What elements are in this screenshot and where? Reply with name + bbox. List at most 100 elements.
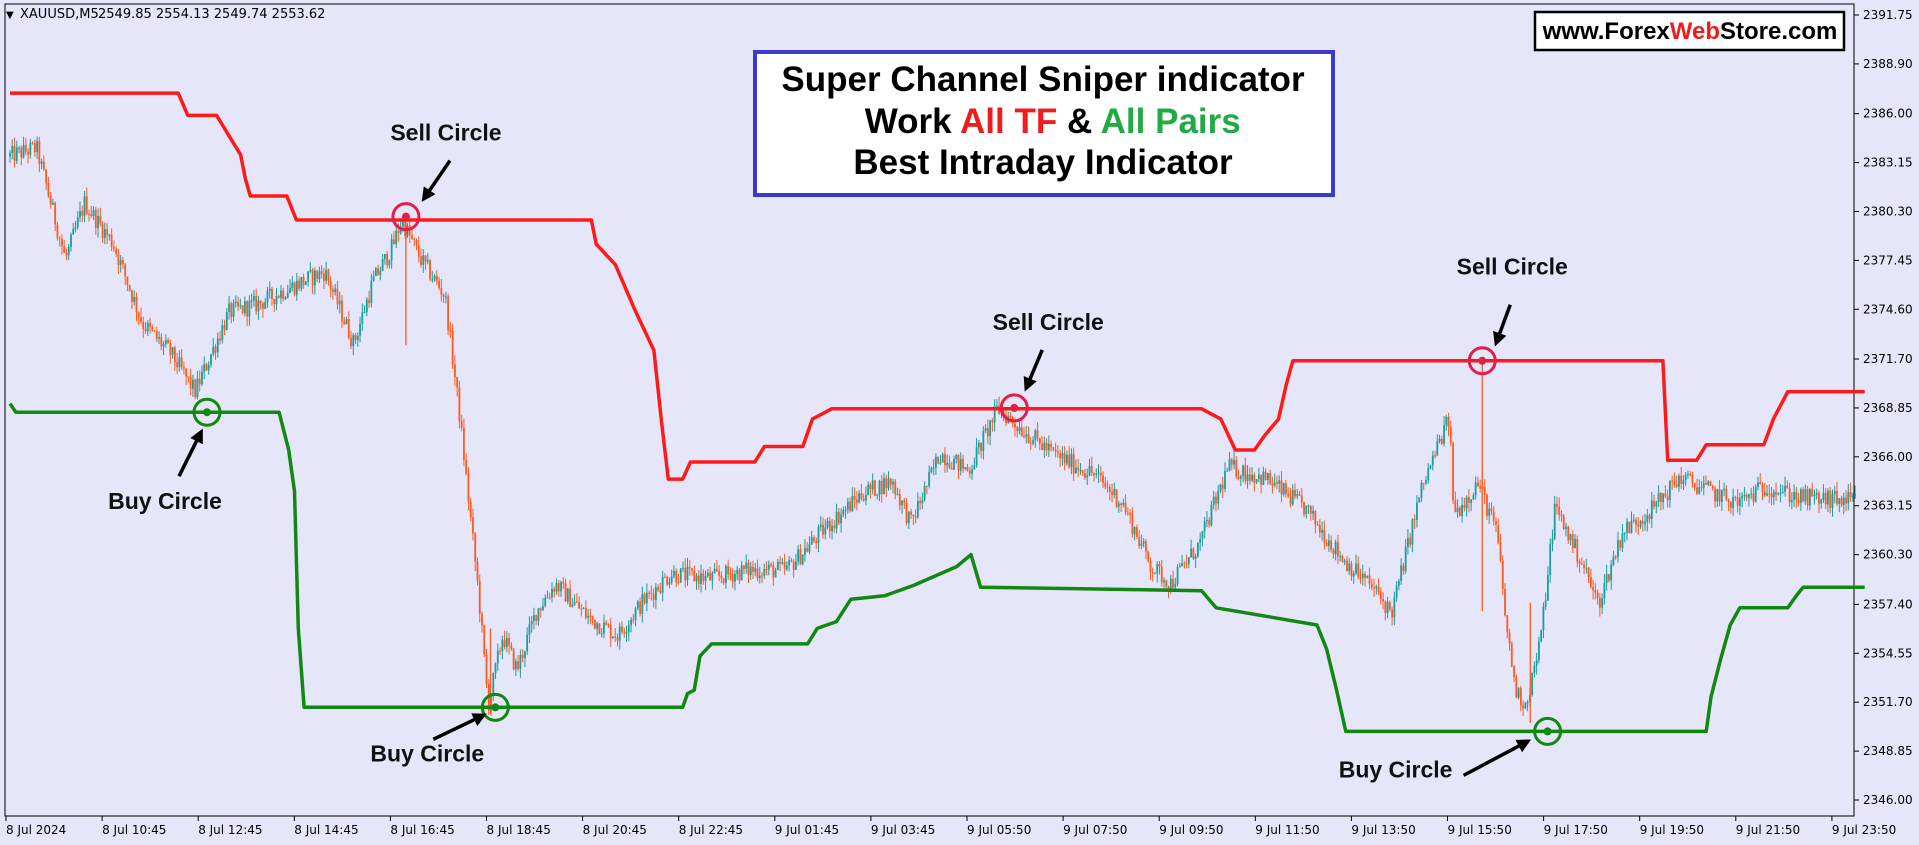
candle-body <box>1560 514 1563 517</box>
candle-body <box>1305 505 1308 515</box>
candle-body <box>1427 468 1430 481</box>
candle-body <box>433 275 436 280</box>
candle-body <box>1470 499 1473 503</box>
candle-body <box>112 246 115 249</box>
candle-body <box>142 322 145 329</box>
buy-circle-label: Buy Circle <box>370 740 484 766</box>
price-tick-label: 2360.30 <box>1863 548 1913 562</box>
candle-body <box>1479 485 1482 489</box>
candle-body <box>169 343 172 355</box>
candle-body <box>63 246 66 253</box>
candle-body <box>72 228 75 235</box>
sell-circle-dot <box>401 212 410 221</box>
candle-body <box>505 637 508 648</box>
candle-body <box>286 292 289 298</box>
candle-body <box>1777 493 1780 495</box>
candle-body <box>176 362 179 368</box>
website-part-3: Store.com <box>1720 18 1837 45</box>
candle-body <box>1298 494 1301 496</box>
candle-body <box>1093 472 1095 476</box>
candle-body <box>1285 483 1287 494</box>
candle-body <box>1696 487 1698 494</box>
candle-body <box>885 478 888 489</box>
candle-body <box>359 323 361 337</box>
candle-body <box>883 478 885 495</box>
candle-body <box>1149 561 1152 572</box>
candle-body <box>1587 567 1590 577</box>
candle-body <box>1763 491 1766 496</box>
candle-body <box>1754 486 1757 502</box>
candle-body <box>925 485 928 487</box>
candle-body <box>1020 427 1023 437</box>
candle-body <box>1174 584 1177 588</box>
candle-body <box>842 509 845 515</box>
header-triangle[interactable]: ▼ <box>6 10 14 21</box>
candle-body <box>1337 541 1339 557</box>
candle-body <box>1239 476 1242 479</box>
candle-body <box>1411 519 1414 545</box>
candle-body <box>1201 531 1204 539</box>
candle-body <box>831 525 833 532</box>
candle-body <box>264 302 267 309</box>
candle-body <box>388 260 391 266</box>
candle-body <box>1075 467 1077 474</box>
candle-body <box>555 583 558 592</box>
candle-body <box>916 501 919 518</box>
candle-body <box>94 209 97 229</box>
candle-body <box>1838 498 1841 504</box>
candle-body <box>110 234 113 247</box>
candle-body <box>237 301 239 307</box>
time-tick-label: 9 Jul 05:50 <box>967 823 1031 837</box>
candle-body <box>1639 520 1642 527</box>
candle-body <box>1097 472 1100 474</box>
candle-body <box>1154 573 1156 575</box>
candle-body <box>1628 521 1631 533</box>
candle-body <box>901 500 903 506</box>
candle-body <box>83 196 86 216</box>
candle-body <box>542 605 544 611</box>
candle-body <box>1018 427 1021 432</box>
candle-body <box>1032 440 1034 444</box>
candle-body <box>1666 496 1669 501</box>
candle-body <box>1729 502 1732 509</box>
title-line-2-amp: & <box>1057 102 1100 141</box>
candle-body <box>70 234 72 247</box>
candle-body <box>1603 583 1606 599</box>
candle-body <box>397 230 400 234</box>
candle-body <box>1714 488 1716 502</box>
candle-body <box>1215 496 1217 504</box>
price-tick-label: 2357.40 <box>1863 597 1913 611</box>
candle-body <box>115 248 118 254</box>
candle-body <box>562 582 565 584</box>
candle-body <box>15 147 18 161</box>
price-tick-label: 2388.90 <box>1863 57 1913 71</box>
candle-body <box>1165 580 1168 587</box>
candle-body <box>1219 484 1222 491</box>
candle-body <box>1702 483 1705 488</box>
candle-body <box>1036 430 1039 438</box>
candle-body <box>1565 526 1567 530</box>
candle-body <box>189 376 192 389</box>
candle-body <box>76 217 79 228</box>
candle-body <box>966 467 969 471</box>
candle-body <box>767 564 770 570</box>
candle-body <box>253 296 255 301</box>
candle-body <box>1230 459 1233 465</box>
candle-body <box>758 575 761 579</box>
candle-body <box>1156 563 1159 574</box>
candle-body <box>1045 442 1048 451</box>
candle-body <box>587 615 590 618</box>
candle-body <box>413 238 416 240</box>
candle-body <box>40 161 43 164</box>
candle-body <box>103 229 106 238</box>
candle-body <box>679 568 682 583</box>
candle-body <box>90 214 93 217</box>
svg-text:www.ForexWebStore.com: www.ForexWebStore.com <box>1542 18 1838 45</box>
candle-body <box>212 346 215 355</box>
website-banner: www.ForexWebStore.com <box>1533 10 1846 52</box>
candle-body <box>1772 491 1775 498</box>
candle-body <box>284 297 287 299</box>
candle-body <box>361 312 364 324</box>
candle-body <box>494 663 497 673</box>
